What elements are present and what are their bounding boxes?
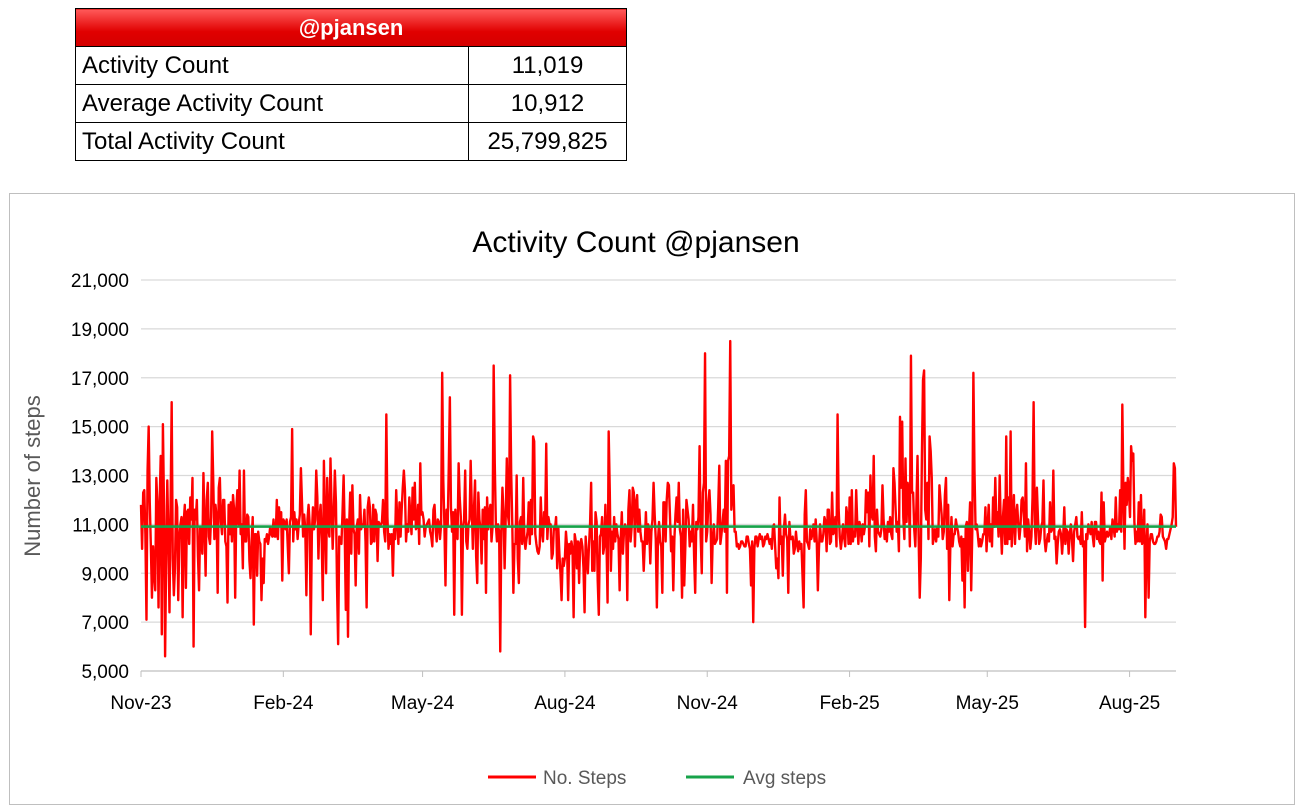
- y-tick-label: 19,000: [71, 320, 129, 341]
- x-tick-label: May-24: [391, 693, 455, 714]
- x-tick-label: Aug-25: [1099, 693, 1160, 714]
- y-tick-label: 17,000: [71, 369, 129, 390]
- x-axis-ticks: Nov-23 Feb-24 May-24 Aug-24 Nov-24 Feb-25 May-…: [110, 671, 1160, 714]
- y-tick-label: 15,000: [71, 418, 129, 439]
- activity-chart: Activity Count @pjansen Number of steps …: [20, 226, 1178, 789]
- row-label: Activity Count: [75, 46, 469, 85]
- summary-table: @pjansen Activity Count 11,019 Average A…: [75, 8, 627, 161]
- x-tick-label: Aug-24: [534, 693, 596, 714]
- series-lines: [139, 339, 1178, 658]
- y-axis-ticks: 5,000 7,000 9,000 11,000 13,000 15,000 17,000 1…: [71, 271, 129, 683]
- x-tick-label: Nov-24: [677, 693, 739, 714]
- y-tick-label: 13,000: [71, 467, 129, 488]
- row-value: 11,019: [468, 46, 627, 85]
- y-tick-label: 5,000: [81, 662, 129, 683]
- row-label: Average Activity Count: [75, 84, 469, 123]
- gridlines: [141, 279, 1176, 672]
- summary-row-total-activity-count: Total Activity Count 25,799,825: [75, 122, 627, 161]
- y-tick-label: 7,000: [81, 613, 129, 634]
- chart-area: Activity Count @pjansen Number of steps …: [9, 193, 1295, 805]
- row-value: 25,799,825: [468, 122, 627, 161]
- row-value: 10,912: [468, 84, 627, 123]
- y-axis-title: Number of steps: [20, 395, 45, 556]
- legend: No. Steps Avg steps: [488, 768, 826, 789]
- legend-steps-label: No. Steps: [543, 768, 626, 789]
- chart-title: Activity Count @pjansen: [472, 226, 799, 259]
- steps-series-line: [139, 339, 1178, 658]
- x-tick-label: Feb-24: [253, 693, 314, 714]
- row-label: Total Activity Count: [75, 122, 469, 161]
- x-tick-label: May-25: [956, 693, 1019, 714]
- legend-avg-label: Avg steps: [743, 768, 826, 789]
- x-tick-label: Feb-25: [819, 693, 879, 714]
- summary-row-average-activity-count: Average Activity Count 10,912: [75, 84, 627, 123]
- x-tick-label: Nov-23: [110, 693, 171, 714]
- summary-row-activity-count: Activity Count 11,019: [75, 46, 627, 85]
- y-tick-label: 9,000: [81, 564, 129, 585]
- summary-header: @pjansen: [75, 8, 627, 47]
- y-tick-label: 21,000: [71, 271, 129, 292]
- y-tick-label: 11,000: [72, 515, 129, 536]
